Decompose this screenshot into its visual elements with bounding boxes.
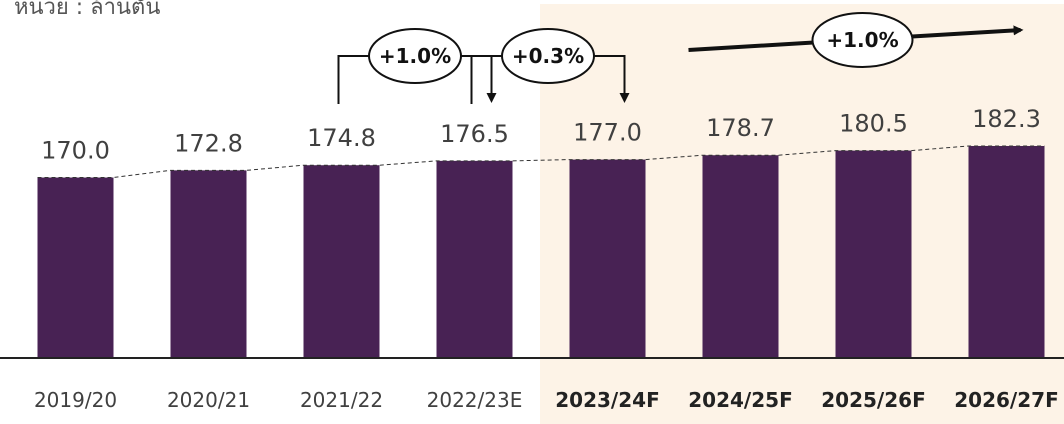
bar-2020/21 [170, 170, 247, 357]
growth-bubble [811, 12, 914, 68]
category-label: 2023/24F [555, 388, 659, 412]
bar-2025/26F [835, 150, 912, 357]
category-label: 2022/23E [427, 388, 523, 412]
bar-2024/25F [702, 155, 779, 357]
value-label: 180.5 [839, 110, 908, 138]
growth-annotation: +1.0% [337, 28, 497, 104]
value-label: 174.8 [307, 124, 376, 152]
category-label: 2026/27F [954, 388, 1058, 412]
growth-label: +1.0% [379, 44, 451, 68]
growth-bubble [501, 28, 595, 84]
bar-2026/27F [968, 146, 1045, 357]
value-label: 178.7 [706, 114, 775, 142]
category-label: 2021/22 [300, 388, 383, 412]
growth-label: +1.0% [826, 28, 898, 52]
value-label: 170.0 [41, 137, 110, 165]
value-label: 182.3 [972, 105, 1041, 133]
bar-2019/20 [37, 177, 114, 357]
value-label: 176.5 [440, 120, 509, 148]
bar-2023/24F [569, 159, 646, 357]
category-label: 2024/25F [688, 388, 792, 412]
value-label: 177.0 [573, 119, 642, 147]
value-label: 172.8 [174, 129, 243, 157]
category-label: 2019/20 [34, 388, 117, 412]
growth-label: +0.3% [512, 44, 584, 68]
trend-dashed-line [37, 145, 1045, 179]
bar-2021/22 [303, 165, 380, 357]
category-label: 2025/26F [821, 388, 925, 412]
bar-2022/23E [436, 160, 513, 357]
category-label: 2020/21 [167, 388, 250, 412]
unit-label: หน่วย : ล้านตัน [14, 0, 161, 20]
growth-annotation: +0.3% [470, 28, 630, 104]
growth-bubble [368, 28, 462, 84]
growth-annotation: +1.0% [688, 12, 1024, 68]
